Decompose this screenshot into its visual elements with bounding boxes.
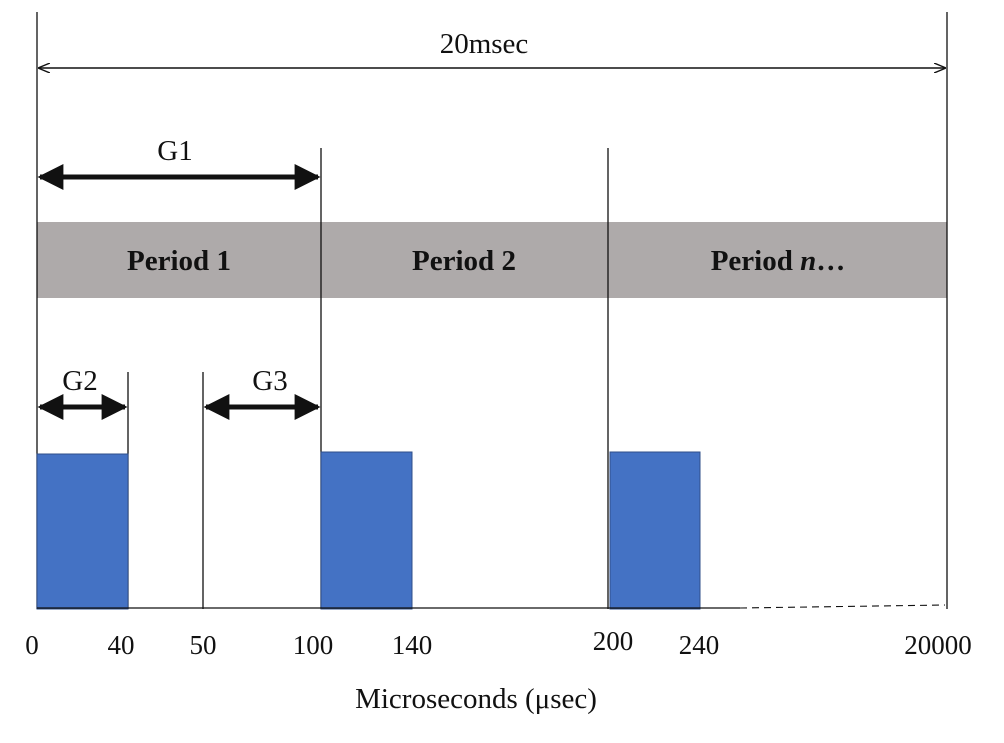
tick-label-140: 140 <box>392 630 433 660</box>
boundary-lines <box>36 12 948 609</box>
total-span-label: 20msec <box>440 28 529 60</box>
baseline <box>37 604 946 609</box>
pulse-2 <box>320 451 413 610</box>
pulse-n <box>609 451 701 610</box>
tick-label-40: 40 <box>108 630 135 660</box>
baseline-dashed <box>739 604 946 609</box>
period-2-band <box>321 222 608 298</box>
period-1-band <box>37 222 321 298</box>
gap-g3: G3 <box>203 365 321 420</box>
total-span: 20msec <box>39 28 945 68</box>
tick-label-50: 50 <box>190 630 217 660</box>
tick-label-240: 240 <box>679 630 720 660</box>
gap-g2: G2 <box>37 365 128 420</box>
tick-label-100: 100 <box>293 630 334 660</box>
tick-label-0: 0 <box>25 630 39 660</box>
axis-title: Microseconds (μsec) <box>355 683 597 715</box>
period-1-label: Period 1 <box>127 245 231 277</box>
pulses <box>36 451 701 610</box>
gap-g1-label: G1 <box>157 135 192 167</box>
period-n-label: Period n… <box>711 245 846 277</box>
pulse-1 <box>36 453 129 610</box>
gap-g2-label: G2 <box>62 365 97 397</box>
tick-label-200: 200 <box>593 626 634 656</box>
gap-g1: G1 <box>37 135 321 190</box>
period-2-label: Period 2 <box>412 245 516 277</box>
period-band: Period 1 Period 2 Period n… <box>37 222 947 298</box>
period-n-band <box>608 222 947 298</box>
gap-g3-label: G3 <box>252 365 287 397</box>
tick-label-20000: 20000 <box>904 630 972 660</box>
axis-ticks: 0 40 50 100 140 200 240 20000 <box>25 626 972 660</box>
